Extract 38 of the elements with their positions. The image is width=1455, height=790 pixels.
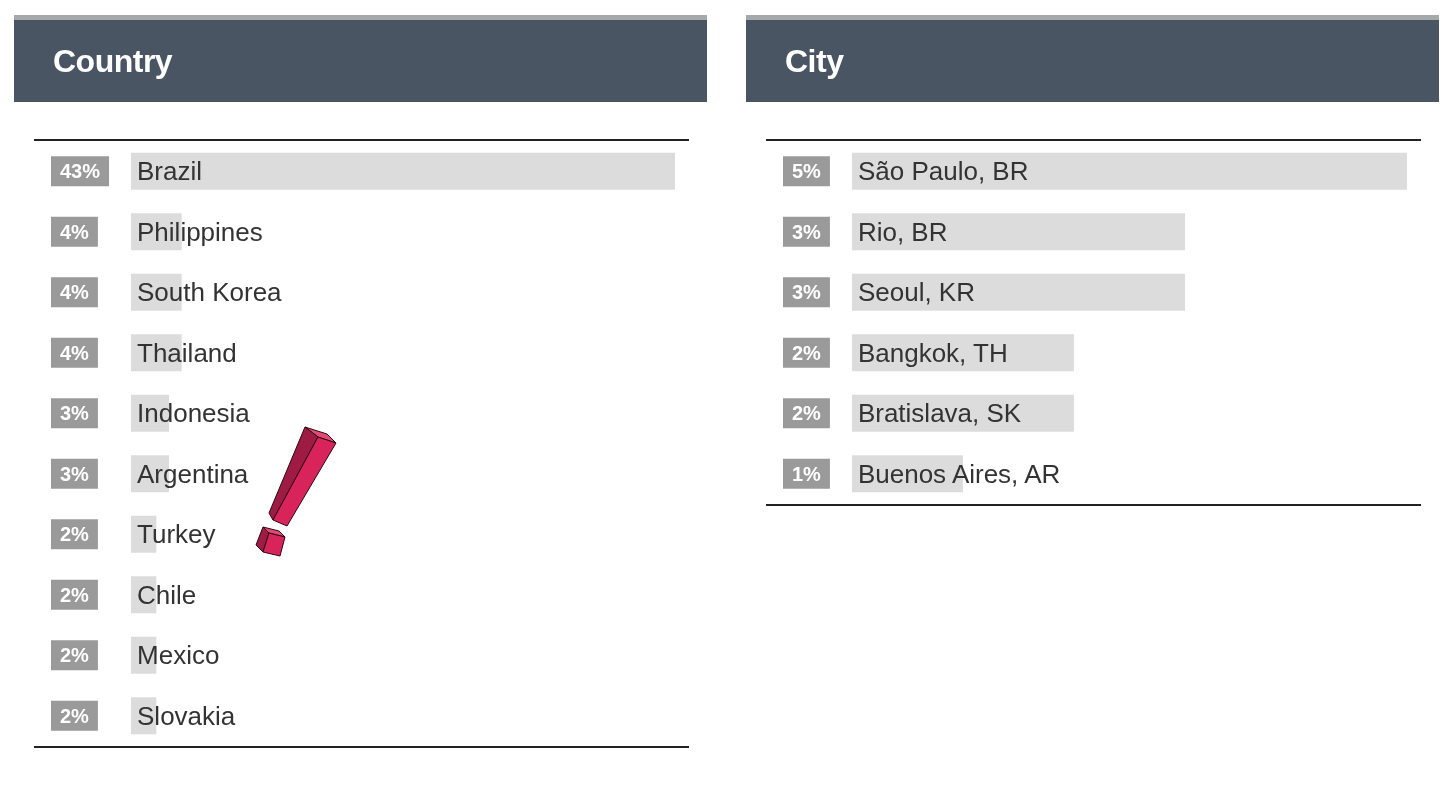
data-label: 2% xyxy=(60,523,90,546)
data-label: 2% xyxy=(60,583,90,606)
y-tick-label: South Korea xyxy=(137,277,283,308)
bar xyxy=(851,213,1185,251)
data-label: 2% xyxy=(60,704,90,727)
data-label: 4% xyxy=(60,281,90,304)
data-label: 2% xyxy=(60,644,90,667)
bar xyxy=(131,152,675,190)
data-label: 5% xyxy=(792,160,822,183)
data-label: 2% xyxy=(792,341,822,364)
y-tick-label: Argentina xyxy=(137,458,249,489)
data-label: 4% xyxy=(60,341,90,364)
y-tick-label: Bratislava, SK xyxy=(857,398,1022,429)
data-label: 3% xyxy=(60,402,90,425)
y-tick-label: Indonesia xyxy=(137,398,251,429)
chart-title: City xyxy=(785,43,844,79)
y-tick-label: Slovakia xyxy=(137,700,236,731)
bar xyxy=(851,273,1185,311)
y-tick-label: Philippines xyxy=(137,216,263,247)
chart-title: Country xyxy=(53,43,173,79)
data-label: 3% xyxy=(792,281,822,304)
data-label: 3% xyxy=(60,462,90,485)
bar xyxy=(851,152,1407,190)
y-tick-label: Mexico xyxy=(137,640,220,671)
y-tick-label: Bangkok, TH xyxy=(857,337,1008,368)
y-tick-label: Rio, BR xyxy=(857,216,948,247)
y-tick-label: Chile xyxy=(137,579,197,610)
data-label: 43% xyxy=(60,160,101,183)
y-tick-label: Thailand xyxy=(137,337,237,368)
y-tick-label: Seoul, KR xyxy=(857,277,975,308)
y-tick-label: São Paulo, BR xyxy=(857,156,1029,187)
data-label: 1% xyxy=(792,462,822,485)
data-label: 2% xyxy=(792,402,822,425)
y-tick-label: Brazil xyxy=(137,156,203,187)
data-label: 3% xyxy=(792,220,822,243)
y-tick-label: Turkey xyxy=(137,519,216,550)
data-label: 4% xyxy=(60,220,90,243)
y-tick-label: Buenos Aires, AR xyxy=(857,458,1061,489)
